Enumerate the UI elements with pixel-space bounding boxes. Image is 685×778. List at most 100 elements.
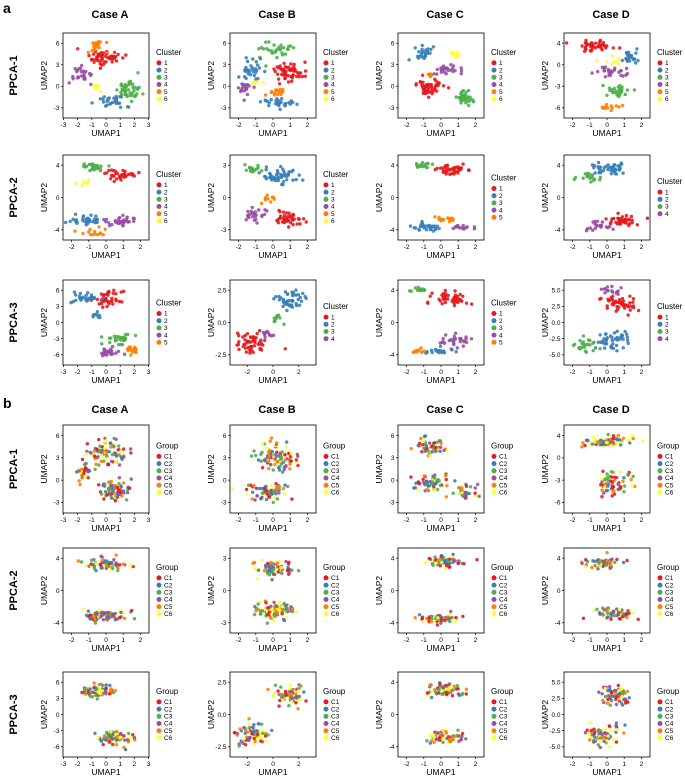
data-point bbox=[458, 292, 462, 297]
data-point bbox=[429, 83, 433, 87]
data-point bbox=[615, 222, 620, 226]
data-point bbox=[595, 224, 600, 228]
x-tick-label: 3 bbox=[147, 517, 151, 524]
x-tick-label: 1 bbox=[456, 244, 460, 251]
data-point bbox=[615, 557, 619, 562]
column-title-case-c: Case C bbox=[426, 404, 463, 416]
data-point bbox=[284, 693, 288, 697]
data-point bbox=[613, 614, 617, 618]
y-tick-label: -6 bbox=[54, 352, 60, 359]
data-point bbox=[599, 443, 604, 447]
legend-swatch bbox=[156, 589, 162, 595]
data-point bbox=[133, 345, 137, 349]
data-point bbox=[625, 612, 629, 617]
column-title-case-a: Case A bbox=[92, 9, 129, 21]
legend-label: C4 bbox=[331, 721, 340, 728]
data-point bbox=[280, 53, 285, 57]
x-tick-label: 1 bbox=[622, 122, 626, 129]
data-point bbox=[97, 682, 101, 687]
data-point bbox=[121, 610, 126, 614]
data-point bbox=[118, 735, 122, 740]
column-title-case-d: Case D bbox=[592, 404, 629, 416]
data-point bbox=[420, 620, 425, 624]
data-point bbox=[451, 297, 455, 301]
data-point bbox=[108, 102, 112, 106]
data-point bbox=[456, 692, 461, 696]
data-point bbox=[438, 439, 442, 443]
data-point bbox=[619, 162, 624, 166]
data-point bbox=[448, 613, 452, 617]
data-point bbox=[583, 41, 588, 45]
x-tick-label: -1 bbox=[421, 517, 427, 524]
data-point bbox=[105, 171, 109, 175]
legend-label: 4 bbox=[665, 211, 669, 218]
data-point bbox=[583, 565, 588, 569]
data-point bbox=[241, 335, 245, 339]
data-point bbox=[605, 472, 609, 476]
data-point bbox=[274, 482, 278, 486]
data-point bbox=[459, 66, 463, 70]
data-point bbox=[101, 233, 105, 237]
legend-title: Cluster bbox=[323, 48, 349, 57]
legend-swatch bbox=[323, 475, 329, 481]
data-point bbox=[628, 441, 632, 445]
data-point bbox=[434, 690, 438, 694]
data-point bbox=[625, 558, 629, 563]
data-point bbox=[90, 164, 95, 168]
data-point bbox=[622, 476, 626, 480]
data-point bbox=[598, 745, 602, 750]
data-point bbox=[76, 559, 81, 563]
data-point bbox=[465, 225, 469, 229]
data-point bbox=[136, 71, 140, 75]
legend-swatch bbox=[491, 207, 497, 213]
data-point bbox=[250, 205, 254, 210]
data-point bbox=[621, 337, 625, 341]
data-point bbox=[276, 689, 280, 693]
data-point bbox=[286, 565, 290, 570]
data-point bbox=[294, 303, 299, 308]
x-tick-label: -2 bbox=[69, 637, 75, 644]
y-tick-label: -5.0 bbox=[549, 744, 561, 751]
data-point bbox=[430, 162, 435, 166]
legend-swatch bbox=[323, 575, 329, 581]
data-point bbox=[114, 451, 118, 455]
data-point bbox=[269, 200, 273, 204]
data-point bbox=[604, 338, 609, 342]
data-point bbox=[105, 50, 109, 55]
x-tick-label: 0 bbox=[439, 369, 443, 376]
legend-swatch bbox=[491, 67, 497, 73]
data-point bbox=[416, 488, 420, 492]
data-point bbox=[420, 450, 424, 454]
data-point bbox=[628, 308, 632, 312]
y-axis-title: UMAP2 bbox=[540, 183, 550, 213]
data-point bbox=[257, 608, 261, 612]
data-point bbox=[85, 299, 89, 303]
data-point bbox=[74, 298, 78, 302]
y-tick-label: 6 bbox=[223, 433, 227, 440]
data-point bbox=[584, 229, 589, 233]
data-point bbox=[107, 168, 111, 173]
legend-swatch bbox=[491, 582, 497, 588]
data-point bbox=[427, 556, 431, 561]
data-point bbox=[249, 166, 253, 171]
legend-title: Cluster bbox=[657, 48, 683, 57]
legend-swatch bbox=[657, 713, 663, 719]
data-point bbox=[611, 90, 615, 95]
data-point bbox=[287, 101, 291, 105]
data-point bbox=[275, 604, 279, 609]
x-tick-label: 0 bbox=[104, 517, 108, 524]
data-point bbox=[582, 343, 587, 347]
data-point bbox=[289, 215, 294, 219]
x-tick-label: 1 bbox=[622, 244, 626, 251]
data-point bbox=[99, 614, 103, 619]
data-point bbox=[624, 57, 629, 61]
data-point bbox=[114, 351, 118, 355]
data-point bbox=[291, 294, 295, 298]
legend-swatch bbox=[323, 89, 329, 95]
legend-swatch bbox=[491, 604, 497, 610]
data-point bbox=[92, 60, 96, 64]
data-point bbox=[117, 174, 122, 178]
y-tick-label: 0 bbox=[223, 195, 227, 202]
data-point bbox=[270, 177, 275, 181]
data-point bbox=[618, 301, 622, 305]
